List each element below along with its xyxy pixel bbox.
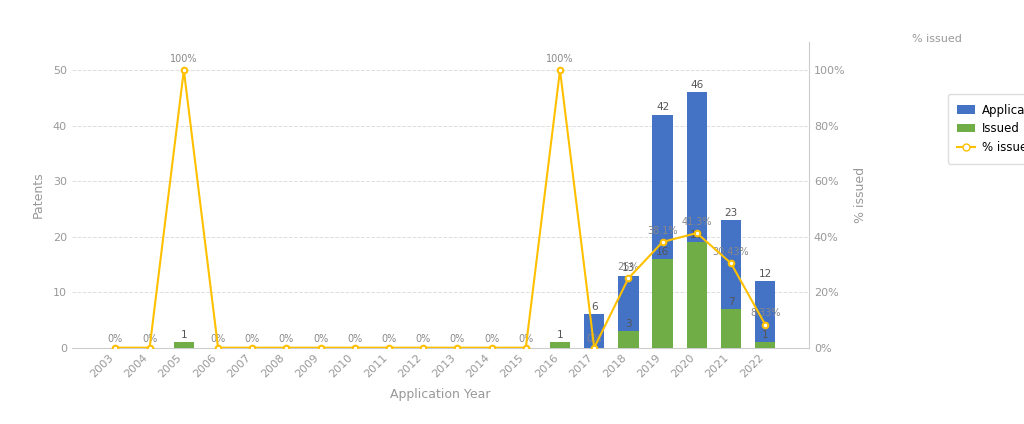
% issued: [519, 345, 531, 350]
Text: 0%: 0%: [245, 334, 260, 344]
Text: 38.1%: 38.1%: [647, 226, 678, 236]
Bar: [550, 342, 570, 348]
Text: 0%: 0%: [210, 334, 225, 344]
Text: 0%: 0%: [108, 334, 123, 344]
Text: 30.43%: 30.43%: [713, 247, 750, 257]
Text: 13: 13: [622, 263, 635, 273]
% issued: [588, 345, 600, 350]
% issued: [759, 322, 771, 327]
Text: 1: 1: [180, 330, 187, 340]
Text: 23: 23: [724, 208, 737, 218]
Text: 41.3%: 41.3%: [682, 217, 712, 227]
% issued: [110, 345, 122, 350]
Text: % issued: % issued: [912, 34, 962, 45]
% issued: [246, 345, 258, 350]
Text: 8.33%: 8.33%: [750, 308, 780, 318]
% issued: [417, 345, 429, 350]
Text: 19: 19: [690, 230, 703, 240]
Text: 3: 3: [625, 319, 632, 329]
Bar: [550, 342, 570, 348]
Text: 0%: 0%: [518, 334, 534, 344]
Text: 46: 46: [690, 80, 703, 90]
Text: 16: 16: [656, 247, 670, 257]
Bar: [174, 342, 195, 348]
Bar: [686, 92, 707, 348]
% issued: [349, 345, 361, 350]
Bar: [721, 220, 741, 348]
Bar: [686, 242, 707, 348]
Bar: [755, 281, 775, 348]
% issued: [690, 231, 702, 236]
Bar: [584, 314, 604, 348]
Text: 0%: 0%: [450, 334, 465, 344]
Text: 0%: 0%: [279, 334, 294, 344]
Text: 0%: 0%: [347, 334, 362, 344]
Bar: [174, 342, 195, 348]
Text: 7: 7: [728, 297, 734, 307]
Bar: [618, 331, 639, 348]
Text: 0%: 0%: [484, 334, 500, 344]
Bar: [755, 342, 775, 348]
% issued: [143, 345, 156, 350]
% issued: [656, 240, 669, 245]
Text: 0%: 0%: [313, 334, 329, 344]
Text: 6: 6: [591, 302, 598, 312]
Text: 12: 12: [759, 269, 772, 279]
Y-axis label: % issued: % issued: [854, 167, 866, 223]
X-axis label: Application Year: Application Year: [390, 388, 490, 401]
Text: 100%: 100%: [170, 54, 198, 64]
% issued: [623, 276, 635, 281]
Text: 0%: 0%: [587, 334, 602, 344]
% issued: [314, 345, 327, 350]
% issued: [383, 345, 395, 350]
% issued: [725, 261, 737, 266]
Text: 25%: 25%: [617, 262, 639, 272]
Text: 42: 42: [656, 102, 670, 112]
% issued: [178, 67, 190, 73]
Bar: [721, 309, 741, 348]
% issued: [212, 345, 224, 350]
Text: 0%: 0%: [416, 334, 431, 344]
Text: 100%: 100%: [546, 54, 573, 64]
Bar: [652, 114, 673, 348]
Bar: [618, 276, 639, 348]
Y-axis label: Patents: Patents: [32, 172, 44, 218]
Bar: [652, 259, 673, 348]
Text: 0%: 0%: [381, 334, 396, 344]
Text: 1: 1: [762, 330, 768, 340]
Legend: Application, Issued, % issued: Application, Issued, % issued: [947, 94, 1024, 164]
% issued: [452, 345, 464, 350]
Text: 0%: 0%: [142, 334, 158, 344]
% issued: [485, 345, 498, 350]
Text: 1: 1: [557, 330, 563, 340]
% issued: [281, 345, 293, 350]
% issued: [554, 67, 566, 73]
Line: % issued: % issued: [113, 67, 768, 351]
